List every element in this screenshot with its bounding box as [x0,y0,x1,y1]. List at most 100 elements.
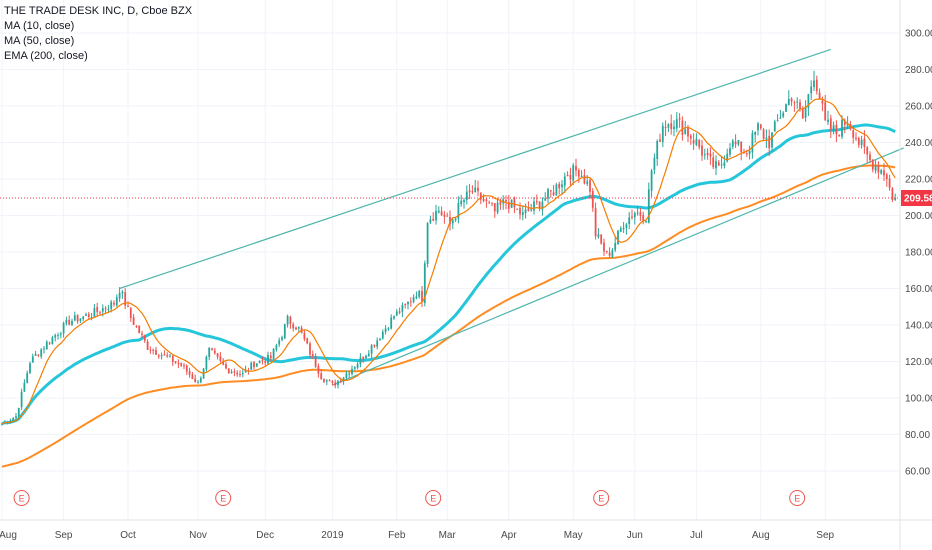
candle [569,167,572,186]
candle [835,120,838,143]
candle [373,344,376,348]
candle [174,361,177,364]
candle-body [874,165,877,171]
candle-body [65,319,68,324]
candle [418,289,421,299]
channel-lower-line[interactable] [332,147,904,386]
symbol-title[interactable]: THE TRADE DESK INC, D, Cboe BZX [4,5,193,17]
last-price-tag-label: 209.58 [904,194,932,205]
legend-ema200[interactable]: EMA (200, close) [4,50,88,62]
candle-body [642,215,645,221]
candle [519,202,521,220]
candle-body [563,176,566,186]
candle-body [370,345,373,354]
candle-body [174,361,177,363]
candle [636,205,639,216]
earnings-circle[interactable] [789,490,806,506]
candle [227,368,230,374]
earnings-marker[interactable]: E [215,490,232,506]
candle [712,152,715,170]
candle-body [779,117,782,119]
candle-body [241,372,244,375]
earnings-circle[interactable] [13,490,30,506]
candle [485,197,488,208]
candle [785,103,787,113]
time-axis[interactable]: Aug Sep Oct Nov Dec 2019 Feb Mar Apr May Jun Jul Aug… [0,519,932,541]
earnings-marker[interactable]: E [425,490,442,506]
candle [309,341,311,359]
candle [555,182,558,196]
candle-body [507,201,510,209]
candle-body [255,363,258,367]
candle-body [561,184,563,188]
earnings-circle[interactable] [593,490,610,506]
candle-body [40,349,43,357]
candle [437,206,440,214]
candle-body [236,372,239,375]
last-price-tag: 209.58 [901,190,932,207]
candle [225,361,227,370]
candle [281,335,283,342]
candle [675,112,678,133]
candle-body [15,416,17,418]
earnings-circle[interactable] [425,490,442,506]
trend-channel[interactable] [119,48,904,386]
candle [457,196,460,224]
earnings-circle[interactable] [215,490,232,506]
time-tick-label: Nov [189,530,207,541]
candle [496,197,499,215]
candle-body [163,354,166,356]
candle [275,343,278,352]
earnings-marker[interactable]: E [13,490,30,506]
candle [426,222,429,268]
earnings-label: E [430,494,436,504]
channel-upper-line[interactable] [119,48,831,290]
earnings-marker[interactable]: E [789,490,806,506]
candle-body [31,356,34,363]
legend-ma50[interactable]: MA (50, close) [4,35,75,47]
candle-body [695,138,698,146]
candle [208,347,211,361]
candle-body [141,333,143,335]
candle-body [661,125,664,142]
candle-body [57,335,59,337]
candle-body [177,362,180,364]
earnings-marker[interactable]: E [593,490,610,506]
candle-body [76,314,79,322]
candle [421,286,423,308]
candle [796,97,799,110]
candle-body [790,98,793,102]
candle [113,300,115,307]
candle [449,210,451,231]
candle [191,372,194,380]
candle [580,170,583,178]
candle-body [633,213,636,218]
candle-body [54,335,57,338]
candle-body [460,200,463,205]
candle [20,388,23,410]
price-axis[interactable]: 300.00 280.00 260.00 240.00 220.00 200.00 180.… [899,0,932,550]
candle-body [115,297,118,306]
candle [650,168,653,197]
candle-body [124,292,127,306]
time-tick-label: Jun [627,530,643,541]
candle [701,139,703,161]
candle-body [597,234,600,238]
candle-body [367,353,370,357]
candle [320,369,323,380]
candle-body [636,212,639,214]
candle [535,194,538,205]
candle [790,97,793,107]
candle-body [194,378,197,383]
candle [393,315,395,320]
candle-body [549,190,552,192]
candle-body [589,180,591,192]
candle [233,368,236,377]
candle [331,380,334,386]
candle [703,148,706,160]
candle [48,341,51,345]
legend-ma10[interactable]: MA (10, close) [4,20,75,32]
candle [146,339,149,351]
